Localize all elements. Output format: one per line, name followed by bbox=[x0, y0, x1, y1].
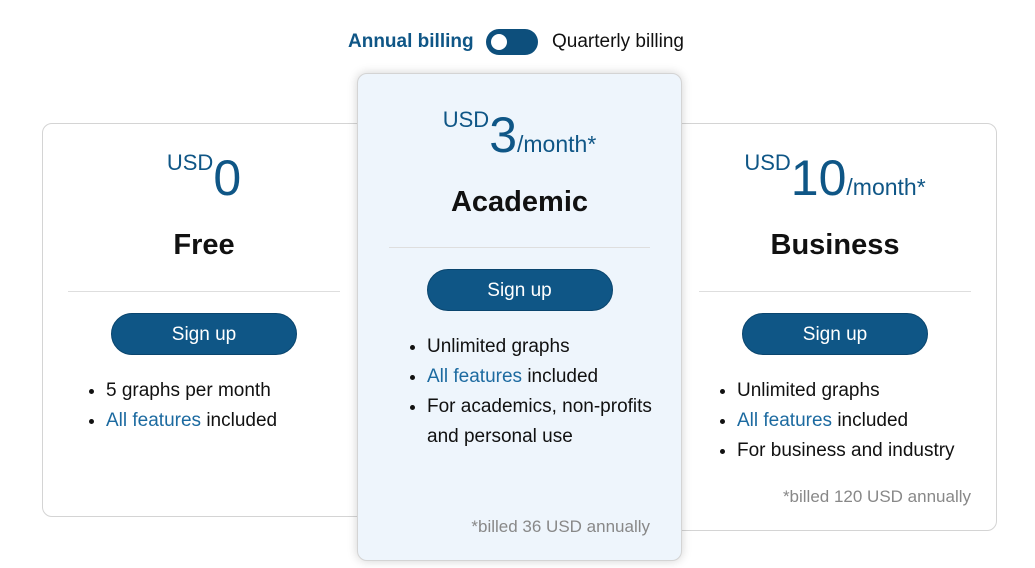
billing-toggle[interactable] bbox=[486, 29, 538, 55]
sign-up-button[interactable]: Sign up bbox=[426, 269, 613, 311]
plan-card-academic: USD3/month* Academic Sign up Unlimited g… bbox=[357, 73, 682, 561]
feature-text: For business and industry bbox=[737, 440, 955, 461]
plan-name: Academic bbox=[450, 186, 588, 218]
plan-price: USD10/month* bbox=[674, 150, 996, 206]
quarterly-billing-label[interactable]: Quarterly billing bbox=[552, 31, 684, 52]
price-period: /month* bbox=[517, 131, 597, 157]
feature-item: All features included bbox=[106, 406, 366, 436]
plan-price: USD0 bbox=[43, 150, 365, 206]
price-amount: 3 bbox=[489, 107, 517, 163]
feature-item: All features included bbox=[737, 406, 1007, 436]
divider bbox=[68, 291, 340, 292]
price-amount: 0 bbox=[213, 150, 242, 206]
plan-name: Business bbox=[770, 229, 900, 261]
annual-billing-label[interactable]: Annual billing bbox=[348, 31, 474, 52]
currency: USD bbox=[442, 107, 490, 132]
feature-item: Unlimited graphs bbox=[737, 376, 1007, 406]
feature-text: included bbox=[522, 366, 599, 387]
all-features-link[interactable]: All features bbox=[737, 410, 833, 431]
price-amount: 10 bbox=[790, 150, 847, 206]
feature-item: For academics, non-profits and personal … bbox=[427, 392, 667, 452]
price-period: /month* bbox=[846, 174, 926, 200]
currency: USD bbox=[744, 150, 791, 175]
all-features-link[interactable]: All features bbox=[427, 366, 523, 387]
feature-item: 5 graphs per month bbox=[106, 376, 366, 406]
feature-text: included bbox=[832, 410, 909, 431]
plan-price: USD3/month* bbox=[358, 107, 681, 163]
divider bbox=[699, 291, 971, 292]
plan-name: Free bbox=[173, 229, 235, 261]
plan-card-business: USD10/month* Business Sign up Unlimited … bbox=[673, 123, 997, 531]
feature-text: Unlimited graphs bbox=[427, 336, 570, 357]
feature-text: 5 graphs per month bbox=[106, 380, 271, 401]
feature-item: All features included bbox=[427, 362, 667, 392]
billing-toggle-row: Annual billing Quarterly billing bbox=[0, 28, 1035, 56]
divider bbox=[389, 247, 650, 248]
feature-list: Unlimited graphs All features included F… bbox=[407, 332, 667, 452]
sign-up-button[interactable]: Sign up bbox=[742, 313, 928, 355]
feature-text: Unlimited graphs bbox=[737, 380, 880, 401]
billing-note: *billed 120 USD annually bbox=[782, 487, 971, 506]
feature-list: 5 graphs per month All features included bbox=[86, 376, 366, 436]
toggle-knob bbox=[491, 34, 507, 50]
feature-item: Unlimited graphs bbox=[427, 332, 667, 362]
sign-up-button[interactable]: Sign up bbox=[111, 313, 297, 355]
currency: USD bbox=[166, 150, 214, 175]
feature-text: included bbox=[201, 410, 278, 431]
all-features-link[interactable]: All features bbox=[106, 410, 202, 431]
feature-list: Unlimited graphs All features included F… bbox=[717, 376, 1007, 466]
plan-card-free: USD0 Free Sign up 5 graphs per month All… bbox=[42, 123, 366, 517]
billing-note: *billed 36 USD annually bbox=[471, 517, 650, 536]
feature-text: For academics, non-profits and personal … bbox=[427, 396, 652, 447]
feature-item: For business and industry bbox=[737, 436, 1007, 466]
